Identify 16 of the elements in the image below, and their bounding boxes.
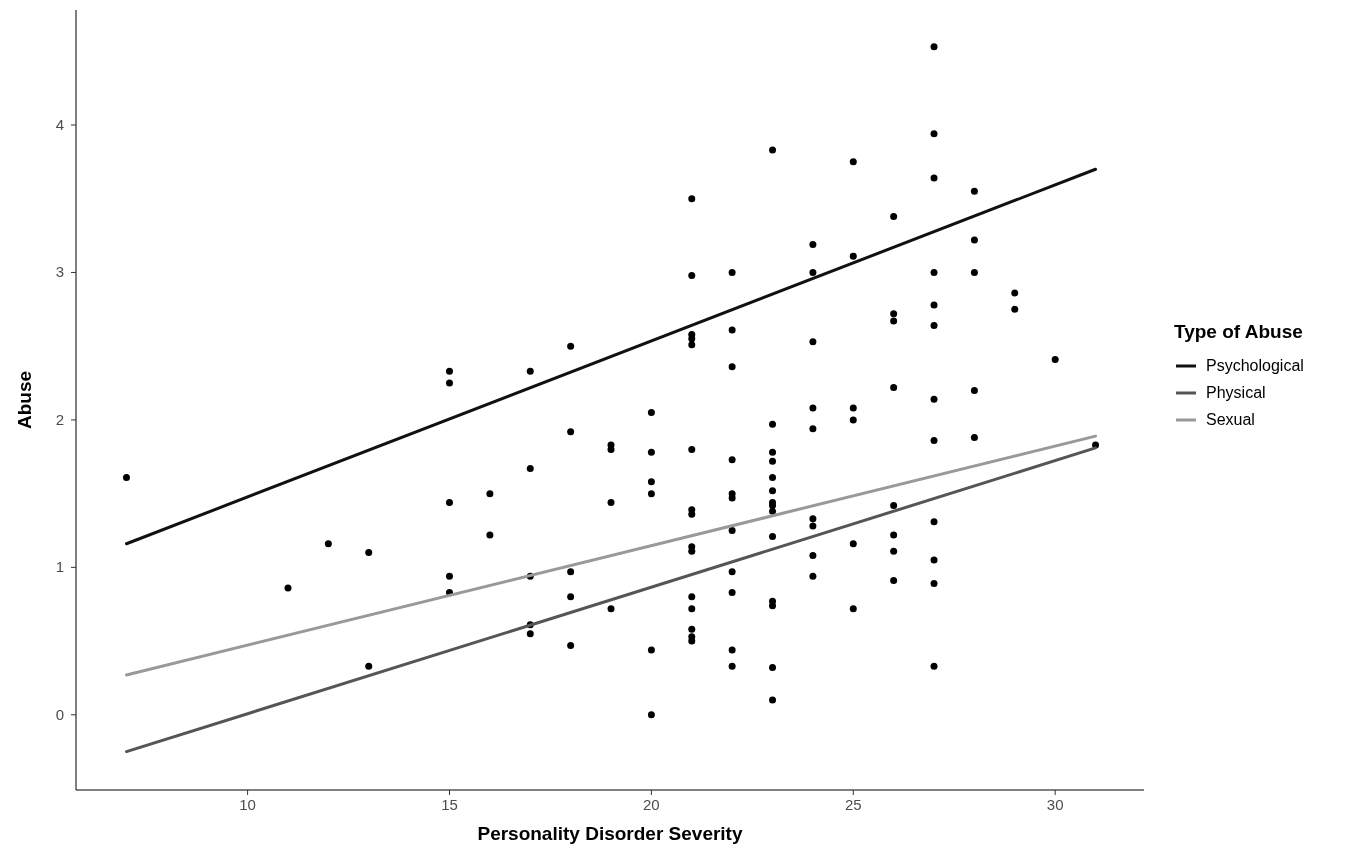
- x-tick-label: 20: [643, 796, 660, 813]
- x-axis-title: Personality Disorder Severity: [477, 823, 743, 844]
- legend-label: Physical: [1206, 384, 1266, 401]
- legend-label: Psychological: [1206, 357, 1304, 374]
- x-tick-label: 15: [441, 796, 458, 813]
- x-tick-label: 10: [239, 796, 256, 813]
- x-tick-label: 30: [1046, 796, 1064, 813]
- y-tick-label: 4: [55, 116, 64, 134]
- legend-title: Type of Abuse: [1174, 321, 1303, 342]
- y-axis-title: Abuse: [14, 370, 35, 430]
- x-tick-label: 25: [844, 796, 862, 813]
- y-tick-label: 1: [55, 558, 64, 576]
- y-tick-label: 3: [55, 263, 64, 281]
- y-tick-label: 2: [55, 410, 64, 428]
- y-tick-label: 0: [55, 705, 64, 723]
- legend-label: Sexual: [1206, 411, 1255, 428]
